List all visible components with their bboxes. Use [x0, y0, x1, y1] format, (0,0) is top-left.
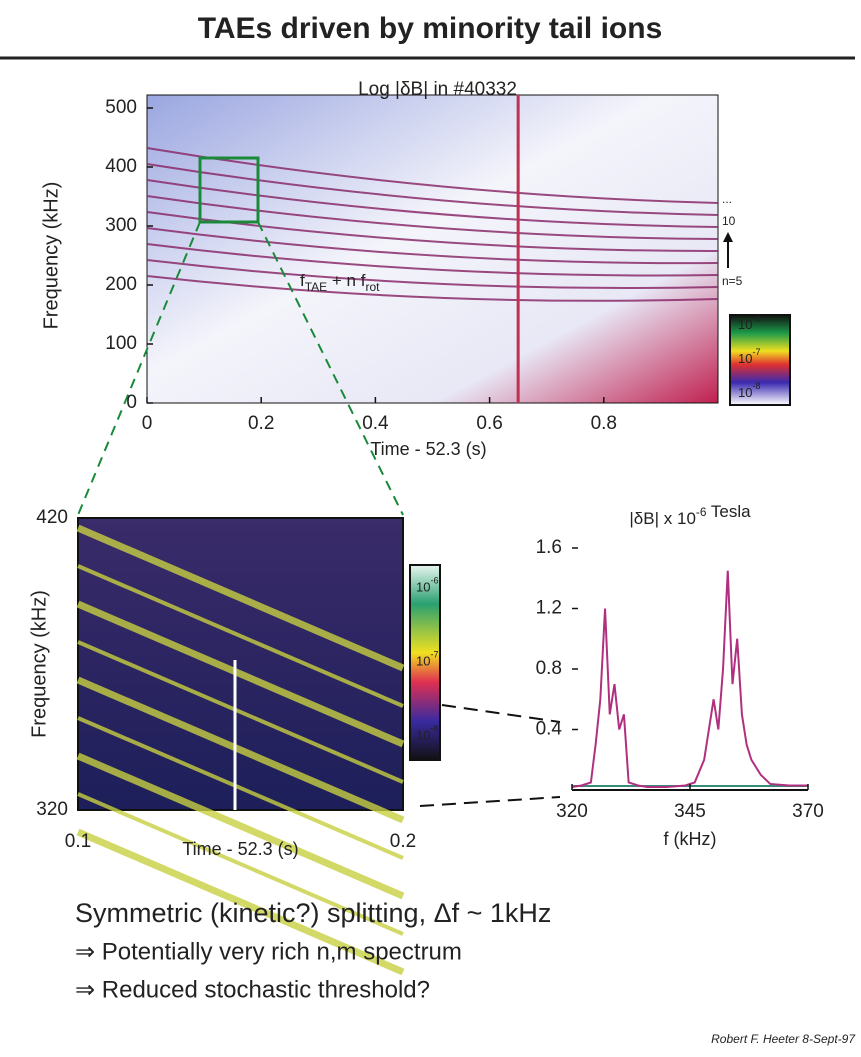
mode-trace [77, 564, 404, 708]
bullet: ⇒ Reduced stochastic threshold? [75, 976, 430, 1003]
x-tick-label: 0.2 [390, 831, 416, 852]
x-tick-label: 370 [792, 801, 824, 822]
mode-trace [76, 828, 405, 976]
mode-label: n=5 [722, 274, 743, 288]
colorbar-label-base: 10 [738, 386, 752, 401]
colorbar-label-exp: -8 [752, 382, 760, 392]
x-tick-label: 320 [556, 801, 588, 822]
spectrum-line [571, 570, 808, 788]
y-tick-label: 320 [36, 799, 68, 820]
mode-trace [146, 195, 719, 240]
mode-trace [76, 752, 405, 900]
colorbar-label-exp: -6 [430, 576, 438, 586]
x-tick-label: 0 [142, 413, 153, 434]
mode-label: 10 [722, 214, 736, 228]
colorbar-label: 10-8 [738, 382, 761, 401]
mode-trace [76, 676, 405, 824]
mode-trace [146, 163, 719, 216]
colorbar-label-exp: -7 [752, 347, 760, 357]
colorbar [409, 564, 441, 761]
footer: Robert F. Heeter 8-Sept-97 [711, 1032, 856, 1046]
y-tick-label: 0 [126, 392, 137, 413]
title-power-base: 10 [677, 509, 696, 528]
bullet: ⇒ Potentially very rich n,m spectrum [75, 938, 462, 965]
colorbar [729, 314, 791, 406]
colorbar-label: 10-8 [416, 724, 439, 743]
y-axis-label: Frequency (kHz) [28, 590, 50, 738]
annotation: fTAE + n frot [300, 271, 380, 294]
title-pre: |δB| x [629, 509, 677, 528]
content: fTAE + n frot...10n=510-610-710-80100200… [28, 79, 856, 1046]
y-tick-label: 420 [36, 507, 68, 528]
mode-trace [146, 227, 719, 265]
colorbar-label-exp: -8 [430, 724, 438, 734]
link [419, 796, 561, 807]
colorbar-label-exp: -6 [752, 313, 760, 323]
zoom-box [198, 156, 260, 224]
y-tick-label: 200 [105, 274, 137, 295]
colorbar-label-base: 10 [416, 654, 430, 669]
mode-trace [77, 640, 404, 784]
x-tick-label: 0.4 [362, 413, 389, 434]
colorbar-label: 10-7 [416, 650, 439, 669]
x-tick-label: 0.8 [591, 413, 617, 434]
x-tick-label: 0.6 [476, 413, 502, 434]
mode-trace [146, 243, 719, 277]
colorbar-label-exp: -7 [430, 650, 438, 660]
mode-trace [77, 792, 404, 936]
colorbar-label-base: 10 [416, 580, 430, 595]
x-tick-label: 0.1 [65, 831, 91, 852]
x-tick-label: 0.2 [248, 413, 274, 434]
x-axis-label: f (kHz) [664, 829, 717, 849]
title-power-exp: -6 [696, 505, 707, 519]
annotation-sub: rot [365, 280, 380, 294]
x-tick-label: 345 [674, 801, 706, 822]
annotation-f: f [300, 271, 305, 290]
y-tick-label: 1.6 [536, 537, 562, 558]
chart-title: |δB| x 10-6 Tesla [629, 502, 751, 528]
colorbar-label: 10-7 [738, 347, 761, 366]
bullet: Symmetric (kinetic?) splitting, Δf ~ 1kH… [75, 898, 551, 928]
annotation-mid: + n f [327, 271, 366, 290]
colorbar-label: 10-6 [738, 313, 761, 332]
chart-title: Log |δB| in #40332 [358, 79, 517, 100]
y-tick-label: 500 [105, 97, 137, 118]
y-tick-label: 400 [105, 156, 137, 177]
zoom-guide [77, 221, 201, 516]
annotation-sub: TAE [305, 280, 327, 294]
slide-title: TAEs driven by minority tail ions [198, 12, 663, 45]
mode-trace [146, 275, 719, 302]
y-tick-label: 300 [105, 215, 137, 236]
x-axis-label: Time - 52.3 (s) [182, 839, 298, 859]
colorbar-label-base: 10 [416, 728, 430, 743]
y-axis-label: Frequency (kHz) [40, 182, 62, 330]
y-tick-label: 100 [105, 333, 137, 354]
mode-trace [146, 259, 719, 290]
x-axis-label: Time - 52.3 (s) [370, 439, 486, 459]
mode-trace [146, 147, 719, 204]
y-tick-label: 1.2 [536, 598, 562, 619]
zoom-guide [257, 221, 404, 516]
mode-trace [77, 716, 404, 860]
title-post: Tesla [706, 502, 751, 521]
colorbar-label-base: 10 [738, 317, 752, 332]
colorbar-label: 10-6 [416, 576, 439, 595]
mode-label: ... [722, 192, 732, 206]
mode-trace [146, 179, 719, 228]
mode-arrowhead [723, 232, 733, 242]
spectrogram-image [146, 94, 719, 404]
mode-trace [76, 524, 405, 672]
y-tick-label: 0.4 [536, 719, 563, 740]
mode-trace [76, 600, 405, 748]
y-tick-label: 0.8 [536, 658, 562, 679]
link [441, 704, 561, 723]
colorbar-label-base: 10 [738, 351, 752, 366]
